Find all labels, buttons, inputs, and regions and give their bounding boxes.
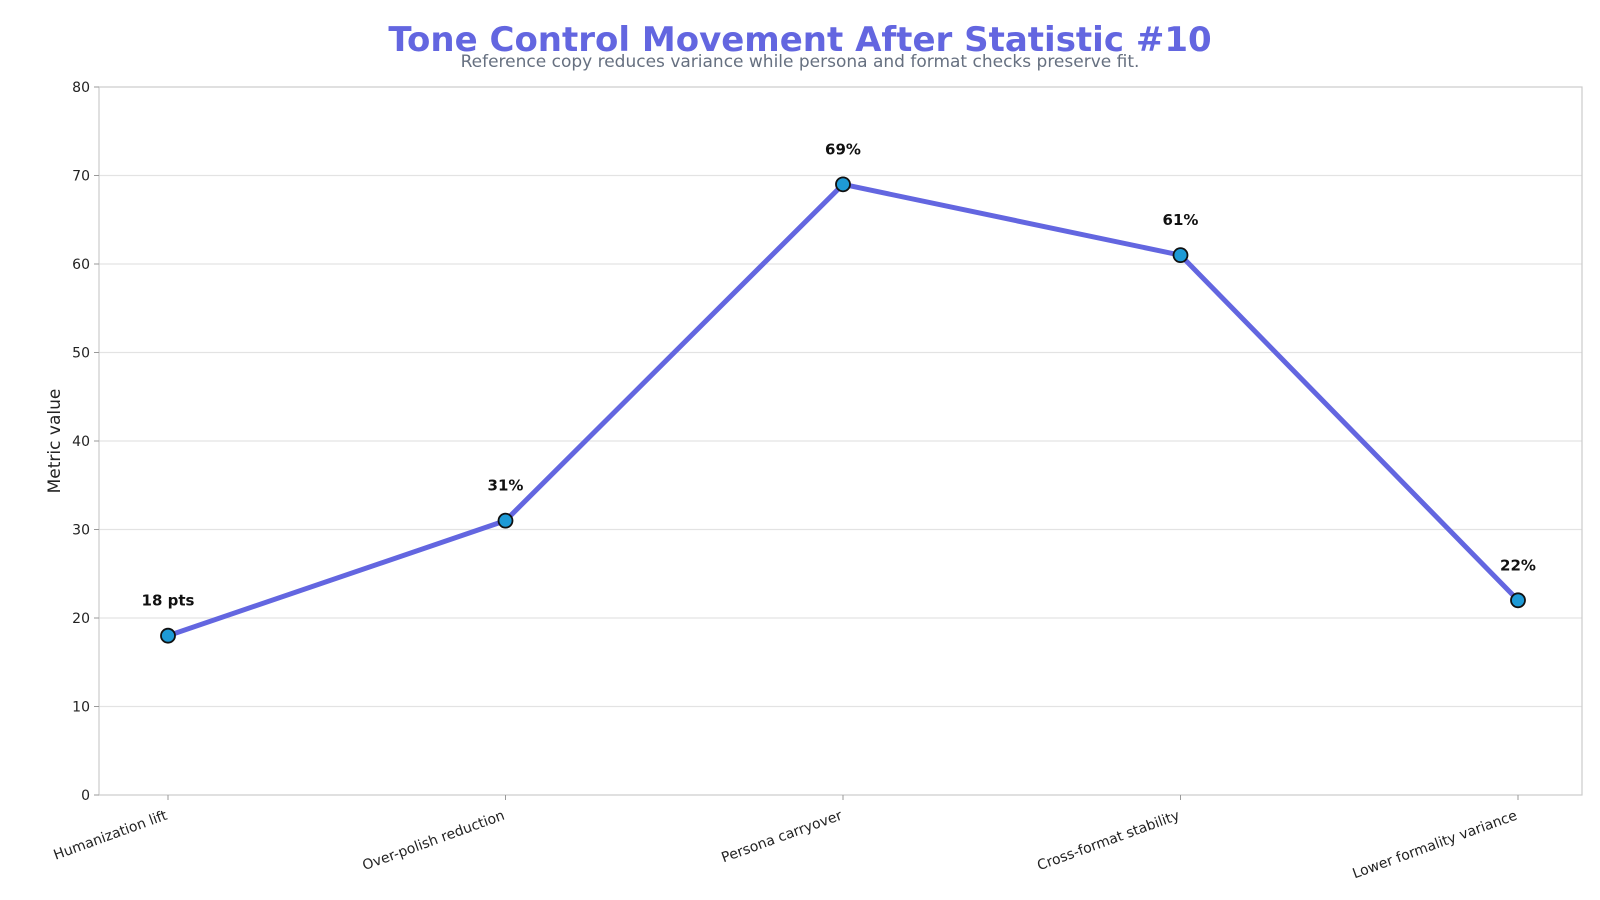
data-point <box>835 176 851 193</box>
y-tick-label: 20 <box>72 611 90 627</box>
x-tick-label: Humanization lift <box>52 808 170 864</box>
y-tick-label: 10 <box>72 700 90 716</box>
data-point <box>160 627 176 644</box>
x-tick-label: Cross-format stability <box>1035 808 1182 874</box>
data-labels: 18 pts 31% 69% 61% 22% <box>142 140 1536 609</box>
grid-lines <box>99 174 1582 708</box>
x-tick-label: Over-polish reduction <box>360 808 506 874</box>
y-tick-label: 50 <box>72 346 90 362</box>
data-points <box>160 176 1526 644</box>
data-label: 61% <box>1163 211 1199 229</box>
data-label: 69% <box>825 140 861 158</box>
y-axis: 0 10 20 30 40 50 60 70 80 <box>72 80 99 804</box>
data-point <box>1510 592 1526 609</box>
y-axis-title: Metric value <box>45 389 65 494</box>
y-tick-label: 70 <box>72 169 90 185</box>
data-label: 18 pts <box>142 592 195 610</box>
data-point <box>497 512 514 529</box>
y-tick-label: 30 <box>72 523 90 539</box>
chart-title: Tone Control Movement After Statistic #1… <box>388 20 1212 60</box>
data-point <box>1172 247 1189 264</box>
data-label: 22% <box>1500 556 1536 574</box>
y-tick-label: 40 <box>72 434 90 450</box>
series-line <box>165 181 1521 639</box>
x-tick-label: Persona carryover <box>719 808 844 867</box>
y-tick-label: 80 <box>72 80 90 96</box>
x-axis: Humanization lift Over-polish reduction Pe… <box>52 795 1519 883</box>
data-label: 31% <box>488 477 524 495</box>
y-tick-label: 60 <box>72 257 90 273</box>
y-tick-label: 0 <box>81 788 90 804</box>
chart-subtitle: Reference copy reduces variance while pe… <box>460 52 1140 72</box>
x-tick-label: Lower formality variance <box>1350 808 1519 883</box>
